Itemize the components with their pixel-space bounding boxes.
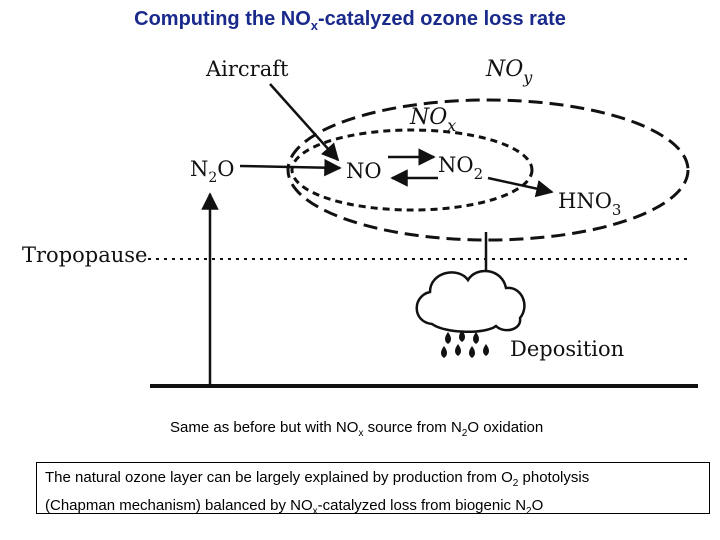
nox-ellipse <box>290 128 534 212</box>
nox-label: NOx <box>409 105 456 135</box>
summary-line-2: (Chapman mechanism) balanced by NOx-cata… <box>45 495 701 523</box>
n2o-label: N2O <box>190 157 235 186</box>
no2-base: NO <box>438 153 474 177</box>
nox-sub: x <box>447 116 456 135</box>
noy-ellipse <box>286 98 690 242</box>
summary-l1-sub: 2 <box>512 478 519 489</box>
n2o-sub: 2 <box>208 170 217 186</box>
noy-sub: y <box>522 68 533 87</box>
caption-p2: source from N <box>363 419 462 436</box>
n2o-to-no-arrow <box>239 158 342 177</box>
noy-base: NO <box>485 57 523 82</box>
summary-l1-p2: photolysis <box>518 469 590 486</box>
caption-p3: O oxidation <box>467 419 544 436</box>
n2o-base: N <box>190 157 208 181</box>
no2-to-hno3-arrow <box>487 176 554 198</box>
cloud-icon <box>415 269 526 334</box>
deposition-label: Deposition <box>510 337 624 361</box>
noy-label: NOy <box>485 57 533 87</box>
aircraft-arrow <box>269 83 340 162</box>
n2o-tail: O <box>217 157 234 181</box>
summary-l2-sub2: 2 <box>526 506 532 517</box>
summary-l2-p2: -catalyzed loss from biogenic N <box>317 497 527 514</box>
aircraft-label: Aircraft <box>205 57 289 81</box>
caption-sub1: x <box>358 428 364 439</box>
diagram-caption: Same as before but with NOx source from … <box>170 419 543 439</box>
title-sub: x <box>310 18 318 33</box>
hno3-base: HNO <box>558 189 612 213</box>
no-text: NO <box>346 159 382 183</box>
summary-l2-sub1: x <box>312 506 318 517</box>
caption-p1: Same as before but with NO <box>170 419 359 436</box>
no-label: NO <box>346 159 382 183</box>
tropopause-label: Tropopause <box>22 243 147 267</box>
tropopause-text: Tropopause <box>22 243 147 267</box>
no2-sub: 2 <box>474 165 484 183</box>
title-part2: -catalyzed ozone loss rate <box>318 8 566 30</box>
summary-l2-p3: O <box>531 497 544 514</box>
deposition-text: Deposition <box>510 337 624 361</box>
summary-line-1: The natural ozone layer can be largely e… <box>45 467 701 495</box>
hno3-sub: 3 <box>612 201 622 219</box>
summary-l1-p1: The natural ozone layer can be largely e… <box>45 469 513 486</box>
summary-l2-p1: (Chapman mechanism) balanced by NO <box>45 497 313 514</box>
rain-icon <box>441 330 489 358</box>
nox-cycle-diagram: Aircraft NOy NOx N2O NO NO2 HNO3 Tropopa… <box>22 57 698 388</box>
summary-box: The natural ozone layer can be largely e… <box>36 462 710 517</box>
nox-base: NO <box>409 105 447 130</box>
page-title: Computing the NOx-catalyzed ozone loss r… <box>0 8 700 33</box>
title-part1: Computing the NO <box>134 8 311 30</box>
caption-sub2: 2 <box>461 428 468 439</box>
hno3-label: HNO3 <box>558 189 621 219</box>
aircraft-text: Aircraft <box>205 57 289 81</box>
no2-label: NO2 <box>438 153 483 183</box>
